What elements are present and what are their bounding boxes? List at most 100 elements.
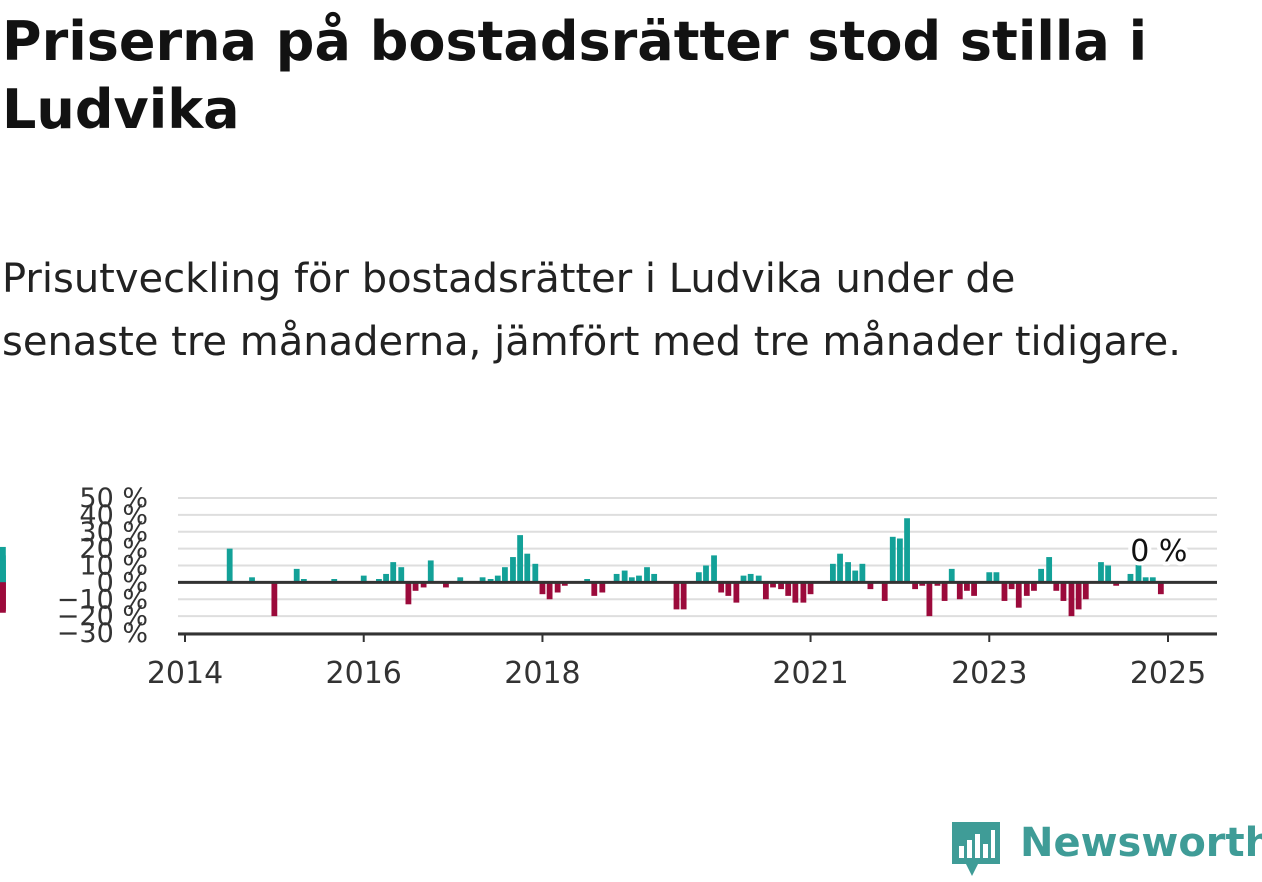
bar bbox=[479, 577, 486, 583]
bar bbox=[695, 572, 702, 583]
bar bbox=[546, 582, 553, 600]
y-tick-label: 10 % bbox=[79, 551, 148, 582]
bar bbox=[420, 582, 427, 588]
bar bbox=[941, 582, 948, 601]
bar bbox=[412, 582, 419, 591]
bar bbox=[762, 582, 769, 600]
bar bbox=[1038, 568, 1045, 583]
bar bbox=[934, 582, 941, 586]
bar bbox=[1053, 582, 1060, 591]
bar bbox=[986, 572, 993, 583]
x-tick-label: 2025 bbox=[1130, 656, 1206, 691]
bar bbox=[249, 577, 255, 583]
bar bbox=[897, 538, 903, 583]
bar bbox=[1008, 582, 1015, 590]
bar bbox=[680, 582, 687, 610]
bar bbox=[919, 582, 926, 586]
bar bbox=[1082, 582, 1089, 600]
bar bbox=[591, 582, 598, 596]
x-tick-label: 2014 bbox=[147, 656, 223, 691]
bar bbox=[740, 575, 747, 583]
y-tick-label: 30 % bbox=[79, 517, 148, 548]
bar bbox=[539, 582, 546, 595]
x-tick-label: 2021 bbox=[772, 656, 848, 691]
bar bbox=[1098, 562, 1104, 583]
page-title: Priserna på bostadsrätter stod stilla i … bbox=[2, 10, 1148, 141]
bar bbox=[0, 560, 6, 583]
bar bbox=[1031, 582, 1037, 591]
bar bbox=[993, 572, 1000, 583]
bar bbox=[971, 582, 977, 596]
brand-name: Newsworthy bbox=[1020, 820, 1262, 866]
bar bbox=[881, 582, 888, 601]
bar bbox=[293, 568, 300, 583]
bar bbox=[644, 567, 650, 583]
bar bbox=[651, 573, 658, 583]
bar bbox=[703, 565, 709, 583]
price-change-chart: 50 %40 %30 %20 %10 %0 %−10 %−20 %−30 % 2… bbox=[0, 483, 1217, 691]
y-tick-label: −30 % bbox=[57, 618, 148, 649]
x-tick-label: 2018 bbox=[504, 656, 580, 691]
bar bbox=[628, 577, 635, 583]
bar bbox=[755, 575, 762, 583]
bar bbox=[1127, 573, 1134, 583]
y-tick-label: 20 % bbox=[79, 534, 148, 565]
bar bbox=[1075, 582, 1082, 610]
bar bbox=[360, 575, 367, 583]
bar bbox=[599, 582, 606, 593]
y-tick-label: −10 % bbox=[57, 584, 148, 615]
bar bbox=[383, 573, 389, 583]
bar bbox=[532, 563, 539, 583]
bar bbox=[390, 562, 397, 583]
bar bbox=[964, 582, 970, 591]
bar bbox=[398, 567, 405, 583]
bar bbox=[636, 575, 642, 583]
bar bbox=[867, 582, 874, 590]
bar bbox=[829, 563, 836, 583]
bar bbox=[785, 582, 792, 596]
bar bbox=[673, 582, 680, 610]
bar bbox=[0, 582, 6, 612]
bar bbox=[1068, 582, 1075, 617]
bar bbox=[1113, 582, 1120, 586]
bar bbox=[845, 562, 851, 583]
y-tick-label: 40 % bbox=[79, 500, 148, 531]
bar bbox=[376, 579, 382, 583]
bar bbox=[725, 582, 732, 596]
bar bbox=[517, 535, 524, 583]
bar bbox=[859, 563, 866, 583]
bar bbox=[718, 582, 725, 593]
bar bbox=[331, 579, 338, 583]
bar bbox=[613, 573, 620, 583]
bar bbox=[1023, 582, 1030, 596]
bar bbox=[554, 582, 561, 593]
bar bbox=[487, 579, 494, 583]
bar bbox=[1001, 582, 1008, 601]
bar bbox=[889, 536, 896, 583]
bar bbox=[904, 518, 910, 583]
annotations: 0 % bbox=[1126, 530, 1191, 573]
bar bbox=[807, 582, 814, 595]
bar bbox=[226, 548, 233, 583]
bar bbox=[1149, 577, 1156, 583]
bar bbox=[494, 575, 501, 583]
bar bbox=[1046, 557, 1053, 583]
bar bbox=[1060, 582, 1067, 601]
bar-chart-logo-icon bbox=[952, 822, 1000, 876]
gridlines bbox=[178, 497, 1217, 634]
bar bbox=[733, 582, 740, 603]
bar bbox=[524, 553, 531, 583]
bar bbox=[300, 579, 307, 583]
bar bbox=[852, 570, 859, 583]
x-tick-label: 2023 bbox=[951, 656, 1027, 691]
bar bbox=[1142, 577, 1149, 583]
bar bbox=[800, 582, 807, 603]
bar bbox=[584, 579, 591, 583]
bar bbox=[1135, 555, 1142, 583]
bar bbox=[502, 567, 508, 583]
bar bbox=[1157, 582, 1164, 595]
y-tick-label: 0 % bbox=[97, 567, 148, 598]
bar bbox=[510, 557, 516, 583]
bar bbox=[711, 555, 717, 583]
x-axis: 2014 2016 2018 2021 2023 2025 bbox=[147, 632, 1217, 691]
